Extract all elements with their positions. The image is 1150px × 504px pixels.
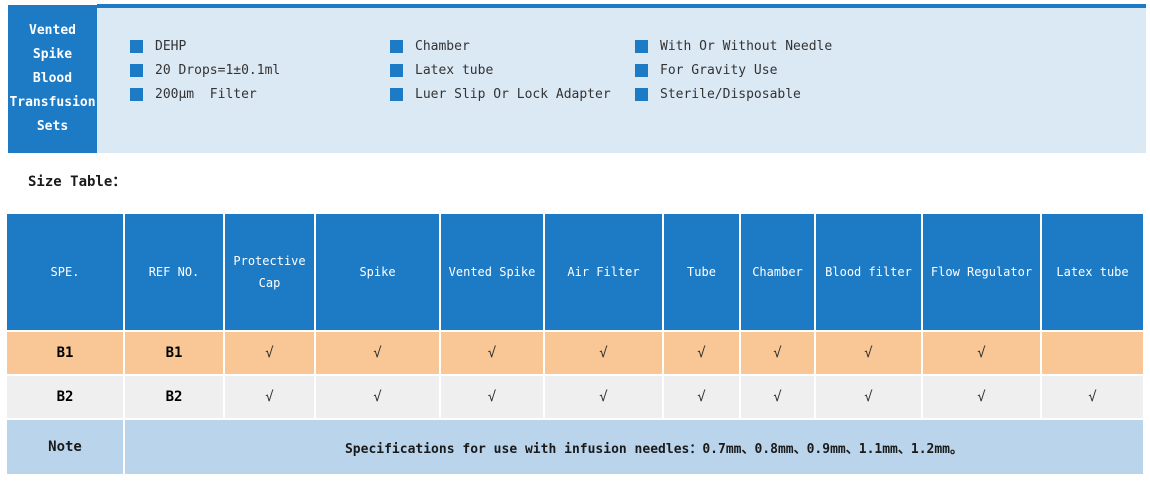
product-title-line: Spike [32, 47, 73, 62]
column-header-protective-cap: Protective Cap [223, 212, 316, 332]
check-cell: √ [543, 330, 664, 376]
column-header-tube: Tube [662, 212, 741, 332]
feature-label: With Or Without Needle [660, 38, 833, 54]
product-header: Vented Spike Blood Transfusion Sets DEHP… [8, 4, 1146, 153]
feature-item: Chamber [390, 34, 635, 58]
feature-item: With Or Without Needle [635, 34, 1146, 58]
features-panel: DEHP 20 Drops=1±0.1ml 200μm Filter Chamb… [97, 4, 1146, 153]
square-bullet-icon [635, 87, 648, 101]
check-cell-empty [1040, 330, 1145, 376]
check-cell: √ [921, 374, 1042, 420]
size-table-caption: Size Table： [28, 174, 127, 190]
column-header-spe: SPE. [5, 212, 125, 332]
check-cell: √ [439, 374, 545, 420]
table-row-note: Note Specifications for use with infusio… [5, 418, 1145, 476]
square-bullet-icon [130, 63, 143, 77]
feature-label: For Gravity Use [660, 62, 778, 78]
feature-item: For Gravity Use [635, 58, 1146, 82]
check-cell: √ [739, 330, 816, 376]
product-title-line: Vented [29, 23, 76, 38]
feature-item: Latex tube [390, 58, 635, 82]
square-bullet-icon [390, 63, 403, 77]
check-cell: √ [814, 374, 923, 420]
square-bullet-icon [390, 87, 403, 101]
product-title-line: Blood [32, 71, 73, 86]
column-header-vented-spike: Vented Spike [439, 212, 545, 332]
product-spec-page: Vented Spike Blood Transfusion Sets DEHP… [0, 4, 1150, 504]
column-header-ref-no: REF NO. [123, 212, 225, 332]
product-title-line: Transfusion [9, 95, 96, 110]
ref-cell: B1 [123, 330, 225, 376]
spe-cell: B2 [5, 374, 125, 420]
square-bullet-icon [130, 39, 143, 53]
column-header-flow-regulator: Flow Regulator [921, 212, 1042, 332]
product-title: Vented Spike Blood Transfusion Sets [8, 5, 97, 153]
note-text: Specifications for use with infusion nee… [123, 418, 1145, 476]
feature-label: Luer Slip Or Lock Adapter [415, 86, 611, 102]
ref-cell: B2 [123, 374, 225, 420]
square-bullet-icon [390, 39, 403, 53]
column-header-spike: Spike [314, 212, 441, 332]
features-column-3: With Or Without Needle For Gravity Use S… [635, 34, 1146, 153]
check-cell: √ [739, 374, 816, 420]
column-header-blood-filter: Blood filter [814, 212, 923, 332]
spe-cell: B1 [5, 330, 125, 376]
check-cell: √ [314, 330, 441, 376]
note-label: Note [5, 418, 125, 476]
check-cell: √ [662, 330, 741, 376]
feature-label: Latex tube [415, 62, 494, 78]
features-column-1: DEHP 20 Drops=1±0.1ml 200μm Filter [130, 34, 390, 153]
feature-label: Sterile/Disposable [660, 86, 801, 102]
square-bullet-icon [635, 63, 648, 77]
feature-label: DEHP [155, 38, 187, 54]
square-bullet-icon [635, 39, 648, 53]
feature-item: Luer Slip Or Lock Adapter [390, 82, 635, 106]
feature-label: 200μm Filter [155, 86, 257, 102]
square-bullet-icon [130, 87, 143, 101]
check-cell: √ [814, 330, 923, 376]
column-header-air-filter: Air Filter [543, 212, 664, 332]
table-row-b2: B2 B2 √ √ √ √ √ √ √ √ √ [5, 374, 1145, 420]
check-cell: √ [1040, 374, 1145, 420]
column-header-latex-tube: Latex tube [1040, 212, 1145, 332]
check-cell: √ [662, 374, 741, 420]
check-cell: √ [223, 330, 316, 376]
check-cell: √ [543, 374, 664, 420]
check-cell: √ [921, 330, 1042, 376]
check-cell: √ [314, 374, 441, 420]
feature-label: 20 Drops=1±0.1ml [155, 62, 281, 78]
feature-item: 200μm Filter [130, 82, 390, 106]
feature-label: Chamber [415, 38, 470, 54]
check-cell: √ [439, 330, 545, 376]
feature-item: DEHP [130, 34, 390, 58]
feature-item: 20 Drops=1±0.1ml [130, 58, 390, 82]
column-header-chamber: Chamber [739, 212, 816, 332]
features-column-2: Chamber Latex tube Luer Slip Or Lock Ada… [390, 34, 635, 153]
table-row-b1: B1 B1 √ √ √ √ √ √ √ √ [5, 330, 1145, 376]
size-table-header-row: SPE. REF NO. Protective Cap Spike Vented… [5, 212, 1145, 332]
product-title-line: Sets [36, 119, 69, 134]
size-table: SPE. REF NO. Protective Cap Spike Vented… [5, 212, 1145, 476]
feature-item: Sterile/Disposable [635, 82, 1146, 106]
check-cell: √ [223, 374, 316, 420]
